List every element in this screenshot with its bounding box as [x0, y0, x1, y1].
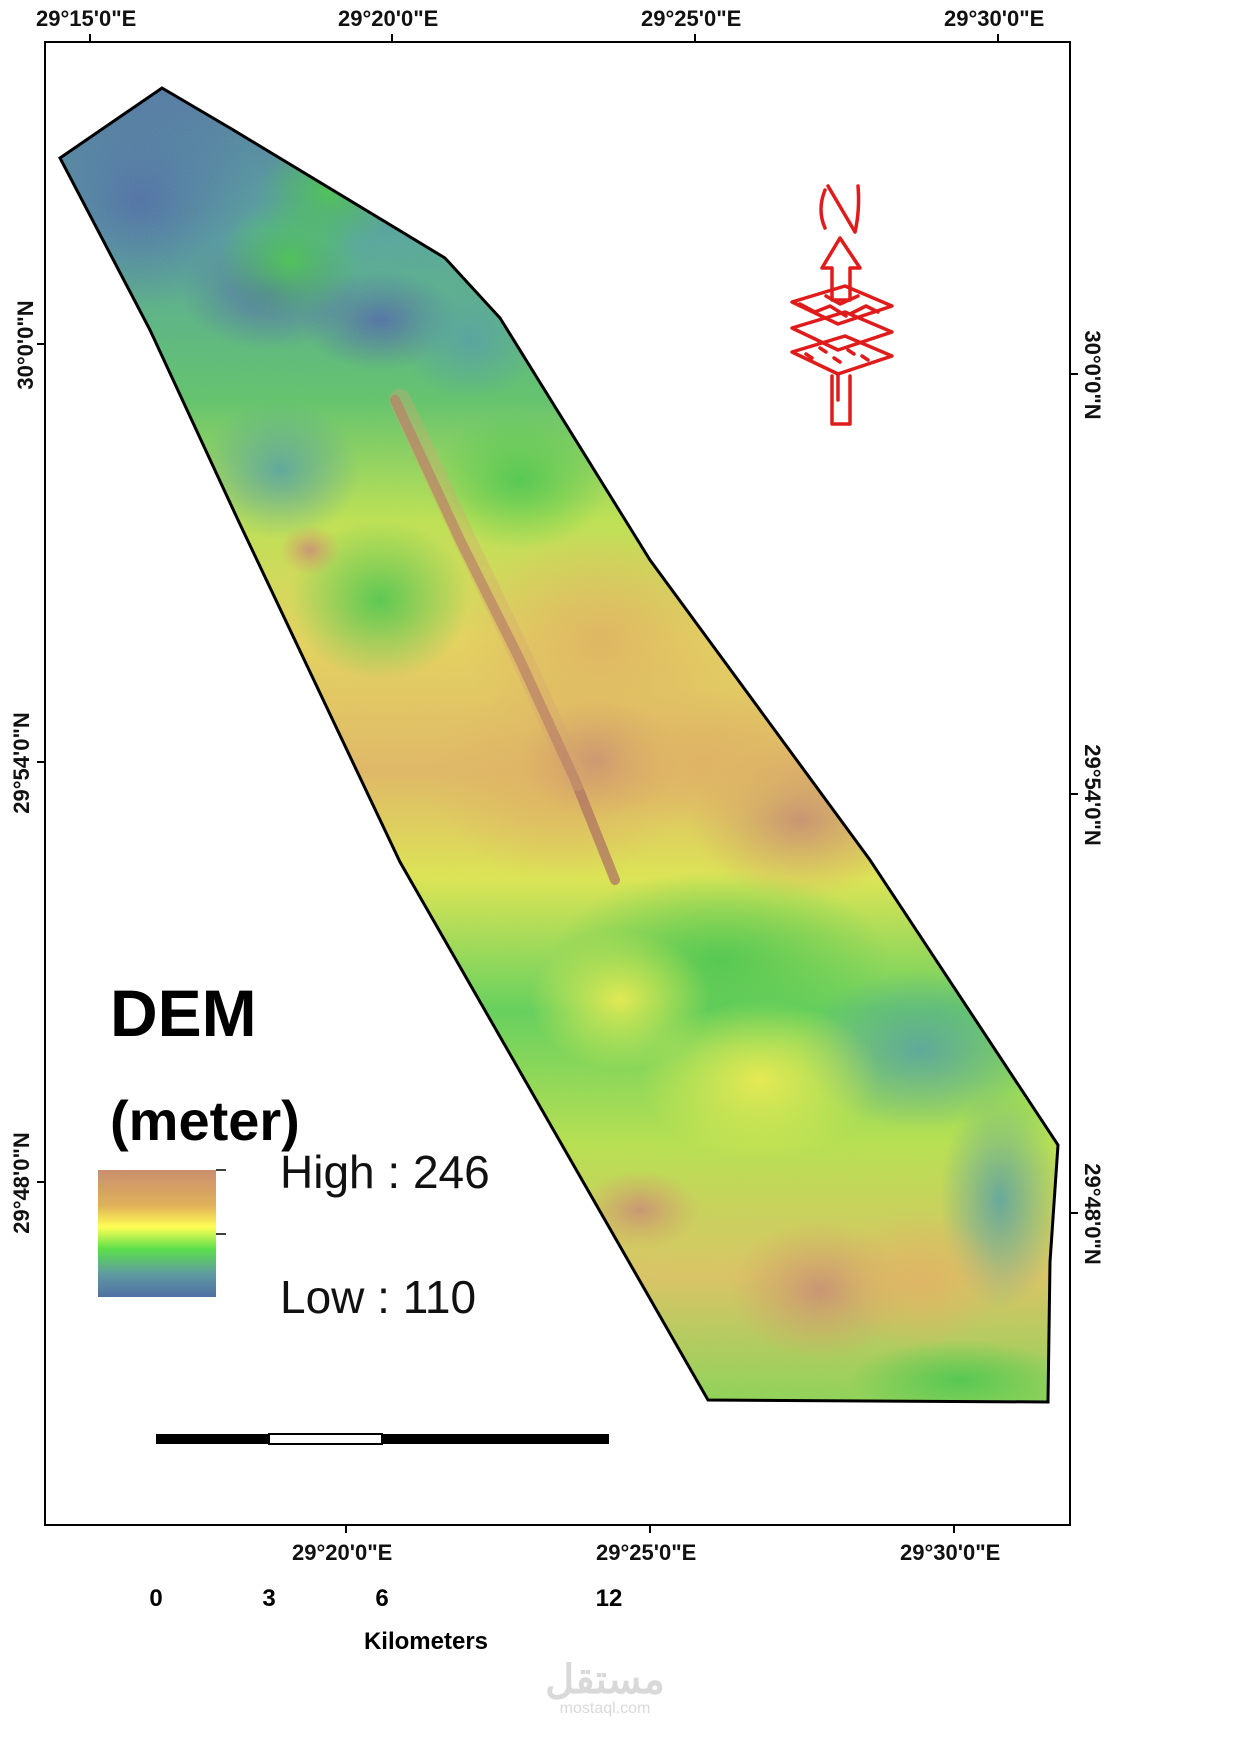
- left-lat-label-3: 29°48'0"N: [9, 1132, 34, 1234]
- top-lon-label-3: 29°25'0"E: [641, 6, 742, 31]
- right-lat-label-2: 29°54'0"N: [1080, 744, 1105, 846]
- legend-high-label: High : 246: [280, 1146, 490, 1198]
- left-lat-label-1: 30°0'0"N: [13, 300, 38, 390]
- watermark-sub: mostaql.com: [559, 1700, 651, 1717]
- top-lon-label-4: 29°30'0"E: [944, 6, 1045, 31]
- legend-title: DEM: [110, 976, 257, 1050]
- left-lat-label-2: 29°54'0"N: [9, 712, 34, 814]
- north-arrow-icon: [790, 184, 894, 426]
- map-frame: [44, 41, 1071, 1526]
- legend-color-ramp: [98, 1170, 216, 1297]
- scale-tick-6: 6: [375, 1585, 389, 1612]
- scale-tick-0: 0: [149, 1585, 163, 1612]
- legend-unit: (meter): [110, 1089, 300, 1152]
- scale-bar: [156, 1433, 609, 1445]
- watermark-text: مستقل: [545, 1658, 665, 1702]
- scale-unit-label: Kilometers: [363, 1628, 489, 1655]
- scale-tick-3: 3: [262, 1585, 276, 1612]
- bottom-lon-label-2: 29°25'0"E: [596, 1540, 697, 1565]
- right-lat-label-3: 29°48'0"N: [1080, 1163, 1105, 1265]
- frame-ticks: [37, 34, 1078, 1533]
- top-lon-label-2: 29°20'0"E: [338, 6, 439, 31]
- watermark: مستقل mostaql.com: [545, 1660, 665, 1718]
- bottom-lon-label-3: 29°30'0"E: [900, 1540, 1001, 1565]
- bottom-lon-label-1: 29°20'0"E: [292, 1540, 393, 1565]
- scale-tick-12: 12: [595, 1585, 623, 1612]
- top-lon-label-1: 29°15'0"E: [36, 6, 137, 31]
- right-lat-label-1: 30°0'0"N: [1080, 330, 1105, 420]
- legend-low-label: Low : 110: [280, 1271, 477, 1323]
- study-area-outline: [58, 86, 1060, 1404]
